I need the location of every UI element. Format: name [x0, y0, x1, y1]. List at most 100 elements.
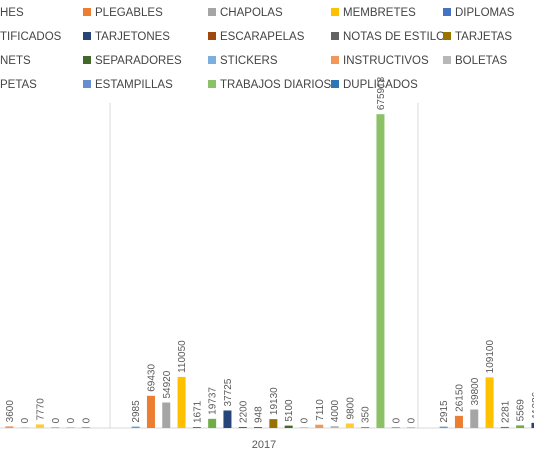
legend-label-instructivos: INSTRUCTIVOS	[343, 55, 429, 67]
bar	[223, 410, 232, 428]
bar-value-label: 5569	[516, 399, 527, 422]
bar-value-label: 0	[51, 417, 62, 423]
bar	[269, 419, 278, 428]
legend-label-boletas: BOLETAS	[455, 55, 508, 67]
legend-swatch-notas-de-estilo	[331, 32, 339, 40]
bar	[208, 418, 217, 428]
bar	[254, 427, 263, 428]
bar-value-label: 19800	[0, 387, 1, 415]
bar-value-label: 675918	[376, 76, 387, 110]
bar	[20, 427, 29, 428]
bar	[238, 426, 247, 428]
bar-value-label: 109100	[485, 340, 496, 374]
legend-swatch-escarapelas	[208, 32, 216, 40]
legend-label-hes: HES	[0, 7, 24, 19]
legend-label-trabajos-diarios: TRABAJOS DIARIOS	[220, 79, 332, 91]
bar	[345, 423, 354, 428]
bar	[485, 377, 494, 428]
bar	[500, 426, 509, 428]
legend-label-separadores: SEPARADORES	[95, 55, 182, 67]
bar-value-label: 948	[254, 406, 265, 423]
bar	[66, 427, 75, 428]
legend-label-duplicados: DUPLICADOS	[343, 79, 418, 91]
legend-label-plegables: PLEGABLES	[95, 7, 163, 19]
legend-swatch-estampillas	[83, 80, 91, 88]
bar	[81, 427, 90, 428]
bar-value-label: 350	[361, 406, 372, 423]
bar	[177, 376, 186, 428]
bar-value-label: 0	[407, 417, 418, 423]
bar	[315, 424, 324, 428]
legend-swatch-trabajos-diarios	[208, 80, 216, 88]
bar-value-label: 19130	[269, 387, 280, 415]
bar	[192, 427, 201, 428]
bar	[361, 427, 370, 428]
bars-layer: 1980036000777000029856943054920110050167…	[0, 76, 534, 429]
bar-value-label: 11086	[531, 391, 534, 419]
bar-value-label: 7110	[315, 399, 326, 421]
bar-value-label: 39800	[470, 377, 481, 405]
legend-label-tarjetas: TARJETAS	[455, 31, 512, 43]
bar-value-label: 2915	[439, 400, 450, 423]
bar-value-label: 37725	[223, 378, 234, 406]
legend-label-escarapelas: ESCARAPELAS	[220, 31, 305, 43]
bar	[516, 425, 525, 428]
bar-value-label: 7770	[35, 398, 46, 421]
bar-value-label: 0	[20, 417, 31, 423]
bar-value-label: 110050	[177, 340, 188, 373]
category-label-2017: 2017	[252, 439, 276, 451]
bar-value-label: 5100	[284, 399, 295, 422]
legend-swatch-separadores	[83, 56, 91, 64]
legend-swatch-diplomas	[443, 8, 451, 16]
legend-swatch-plegables	[83, 8, 91, 16]
legend-swatch-tarjetones	[83, 32, 91, 40]
bar	[299, 427, 308, 428]
bar-value-label: 0	[299, 417, 310, 423]
bar-value-label: 0	[66, 417, 77, 423]
legend-swatch-membretes	[331, 8, 339, 16]
bar	[35, 424, 44, 428]
legend-label-nets: NETS	[0, 55, 31, 67]
bar-value-label: 2200	[238, 400, 249, 423]
legend-label-diplomas: DIPLOMAS	[455, 7, 515, 19]
bar	[146, 395, 155, 428]
bar-value-label: 4000	[330, 399, 341, 422]
bar-value-label: 9800	[345, 397, 356, 420]
bar-value-label: 26150	[454, 384, 465, 412]
bar	[284, 425, 293, 428]
bar	[470, 409, 479, 428]
legend-label-membretes: MEMBRETES	[343, 7, 416, 19]
legend-label-tificados: TIFICADOS	[0, 31, 62, 43]
bar-value-label: 2281	[500, 400, 511, 423]
bar	[162, 402, 171, 428]
legend-label-tarjetones: TARJETONES	[95, 31, 170, 43]
bar-value-label: 3600	[5, 400, 16, 423]
bar-value-label: 69430	[146, 364, 157, 392]
legend-swatch-stickers	[208, 56, 216, 64]
bar	[531, 422, 534, 428]
legend-label-stickers: STICKERS	[220, 55, 278, 67]
bar	[5, 426, 14, 428]
bar	[330, 426, 339, 428]
legend-label-chapolas: CHAPOLAS	[220, 7, 283, 19]
bar-value-label: 2985	[131, 400, 142, 423]
bar	[391, 427, 400, 428]
legend-swatch-chapolas	[208, 8, 216, 16]
bar-value-label: 54920	[162, 370, 173, 398]
legend-swatch-tarjetas	[443, 32, 451, 40]
legend-swatch-boletas	[443, 56, 451, 64]
legend-label-petas: PETAS	[0, 79, 37, 91]
bar-value-label: 0	[81, 417, 92, 423]
legend: HES PLEGABLES CHAPOLAS MEMBRETES DIPLOMA…	[0, 7, 515, 91]
bar	[376, 114, 385, 429]
bar	[407, 427, 416, 428]
legend-swatch-instructivos	[331, 56, 339, 64]
bar-value-label: 1671	[192, 400, 203, 423]
bar	[439, 426, 448, 428]
bar-value-label: 19737	[208, 387, 219, 415]
bar	[131, 426, 140, 428]
bar	[454, 415, 463, 428]
legend-label-estampillas: ESTAMPILLAS	[95, 79, 173, 91]
legend-swatch-duplicados	[331, 80, 339, 88]
